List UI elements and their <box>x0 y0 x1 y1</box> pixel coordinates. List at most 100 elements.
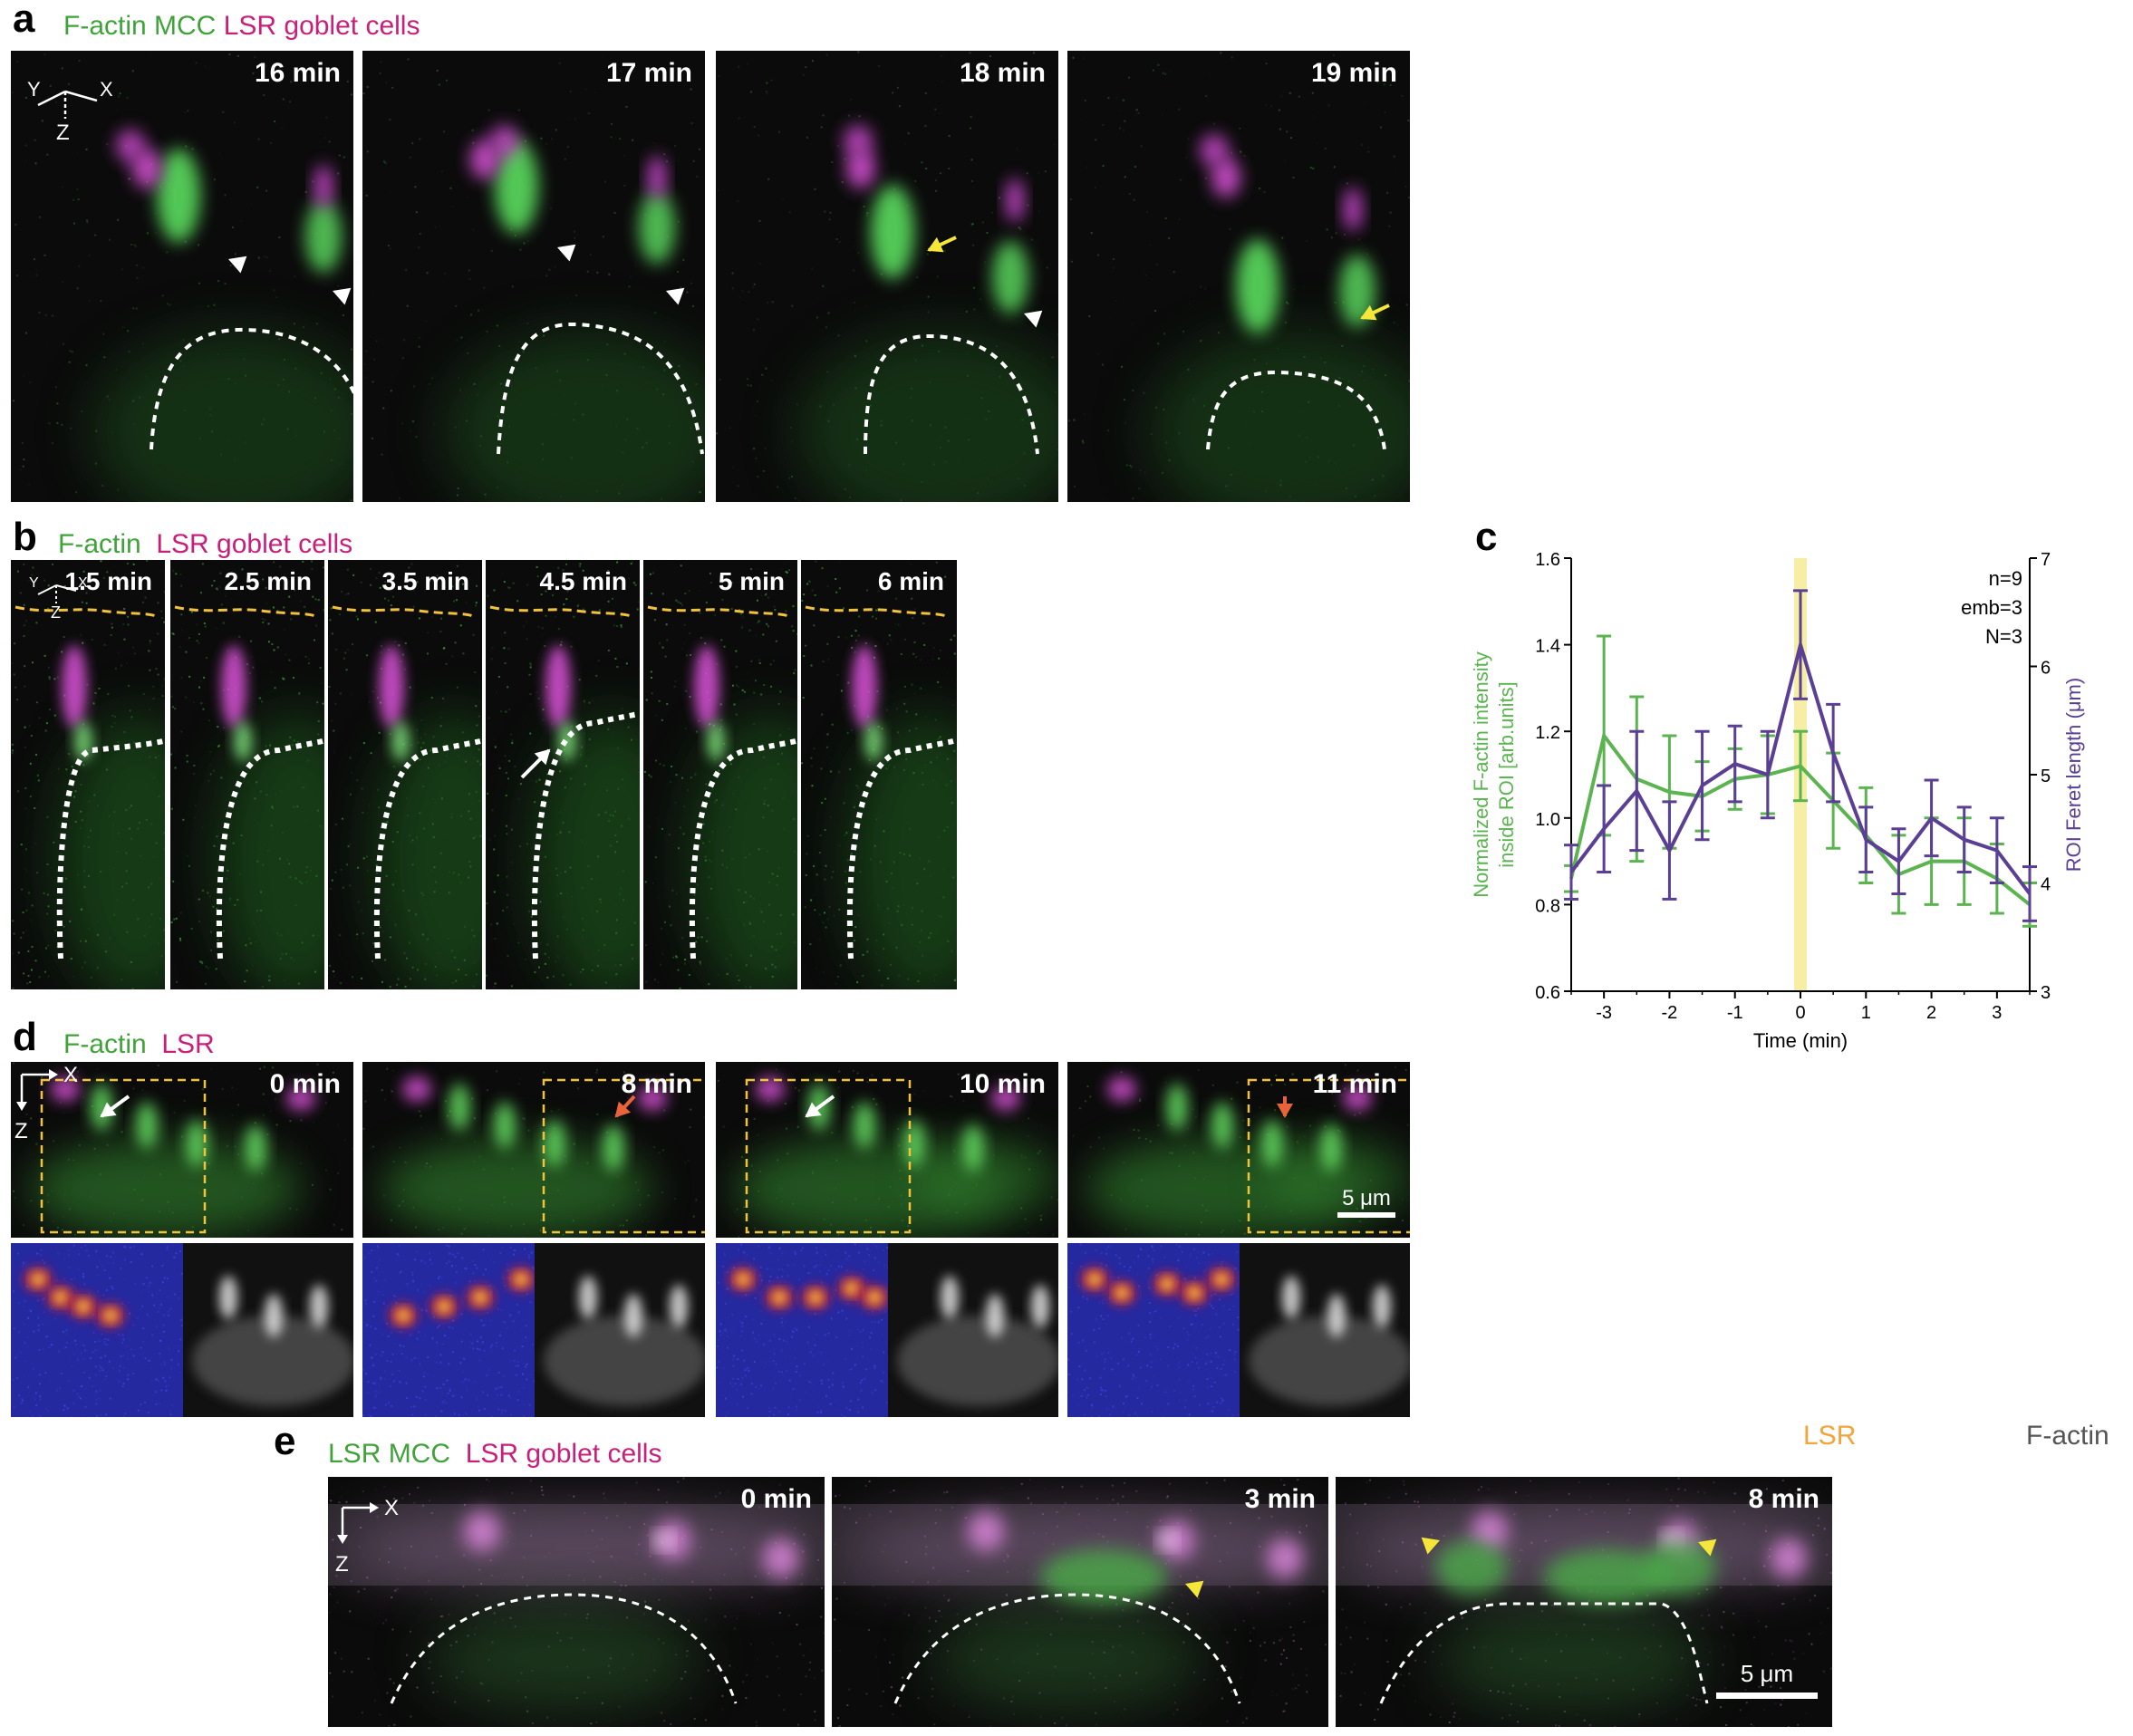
lsr-heatmap-peak <box>1161 1278 1173 1290</box>
cell-body-green <box>797 332 1058 502</box>
lsr-goblet-signal <box>490 125 519 158</box>
cell-outline-dashed <box>689 738 796 960</box>
factin-gray-protrusion <box>219 1276 237 1319</box>
legend-lsr-goblet: LSR goblet cells <box>465 1439 662 1469</box>
x-axis-label: Time (min) <box>1753 1029 1848 1052</box>
lsr-heatmap-peak <box>474 1291 487 1304</box>
axis-z-label: Z <box>14 1119 28 1143</box>
lsr-goblet-signal <box>1771 1538 1807 1578</box>
errorbar-1 <box>2022 865 2037 922</box>
time-stamp: 8 min <box>621 1069 692 1099</box>
cell-outline-dashed <box>56 738 164 960</box>
factin-protrusion <box>495 140 538 234</box>
errorbar-1 <box>1924 778 1939 858</box>
factin-protrusion <box>962 1124 984 1172</box>
epithelium-band <box>841 1509 1328 1590</box>
roi-box <box>542 1078 705 1234</box>
lsr-heatmap-peak <box>104 1309 117 1322</box>
xyz-axis-icon: Y X Z <box>27 78 113 145</box>
errorbar-1 <box>1629 729 1645 853</box>
factin-protrusion <box>1166 1084 1188 1131</box>
lsr-goblet-signal <box>314 165 333 208</box>
factin-gray-body <box>897 1316 1058 1406</box>
axis-y-label: Y <box>27 78 41 101</box>
time-stamp: 6 min <box>877 567 944 595</box>
factin-gray-protrusion <box>310 1285 328 1328</box>
y-tick-label: 0.8 <box>1535 896 1560 916</box>
errorbar-1 <box>1858 805 1874 874</box>
lsr-heatmap-peak <box>77 1300 90 1313</box>
factin-gray-protrusion <box>1327 1294 1346 1337</box>
factin-protrusion <box>234 721 252 761</box>
time-stamp: 0 min <box>269 1069 341 1099</box>
factin-protrusion <box>992 241 1028 313</box>
xz-axis-icon: XZ <box>335 1496 399 1577</box>
factin-protrusion <box>1211 1102 1233 1149</box>
axis-x-label: X <box>100 78 113 101</box>
y-axis-label-left: Normalized F-actin intensity inside ROI [… <box>1470 651 1518 897</box>
cell-outline-dashed <box>531 711 639 960</box>
panel-b-image-0: Y X Z 1.5 min <box>11 560 165 989</box>
feret-intensity-chart: 0.6 0.8 1.0 1.2 1.4 1.6 3 4 5 6 7 -3 -2 -1 0 1 2 3 Time (m… <box>1470 550 2085 1052</box>
cell-outline-dashed <box>1379 1602 1709 1704</box>
factin-protrusion <box>1320 1124 1342 1172</box>
lsr-goblet-signal <box>1006 178 1024 222</box>
arrow-orange <box>614 1095 636 1118</box>
factin-protrusion <box>74 721 92 761</box>
factin-protrusion <box>245 1124 266 1172</box>
cell-body-green <box>915 1139 1058 1220</box>
factin-protrusion <box>494 1102 516 1149</box>
lsr-goblet-signal <box>1267 1538 1303 1578</box>
cell-body-green <box>689 714 797 989</box>
y-right-tick-label: 7 <box>2041 550 2051 570</box>
time-stamp: 3 min <box>1244 1484 1316 1514</box>
panel-a-legend: F-actin MCC LSR goblet cells <box>63 11 420 42</box>
lsr-mcc-signal <box>1644 1540 1716 1595</box>
errorbar-1 <box>1760 729 1775 820</box>
apical-surface-dashed <box>647 605 789 618</box>
lsr-goblet-signal <box>844 125 873 158</box>
axis-y-label: Y <box>29 575 39 591</box>
arrowhead-white <box>1024 310 1043 328</box>
lsr-heatmap-peak <box>1088 1273 1101 1286</box>
factin-protrusion <box>391 721 410 761</box>
y-right-tick-label: 5 <box>2041 767 2051 786</box>
lsr-heatmap-peak <box>773 1291 786 1304</box>
legend-lsr-goblet: LSR goblet cells <box>156 529 353 559</box>
cell-outline-dashed <box>846 738 954 960</box>
factin-gray-protrusion <box>579 1276 597 1319</box>
label-lsr-heatmap: LSR <box>1803 1421 1857 1451</box>
factin-protrusion <box>1236 239 1279 333</box>
factin-protrusion <box>1261 1120 1283 1167</box>
lsr-signal <box>991 1085 1020 1111</box>
scale-bar-label: 5 μm <box>1741 1660 1793 1687</box>
x-tick-label: 0 <box>1795 1003 1805 1023</box>
errorbar-1 <box>1891 827 1906 895</box>
panel-label-a: a <box>13 0 35 41</box>
lsr-goblet-signal <box>1200 134 1229 167</box>
factin-protrusion <box>707 721 725 761</box>
y-tick-label: 1.0 <box>1535 810 1560 830</box>
lsr-signal <box>286 1085 315 1111</box>
factin-protrusion <box>639 191 675 264</box>
panel-b-image-1: 2.5 min <box>170 560 324 989</box>
legend-factin: F-actin <box>58 529 141 559</box>
axis-z-label: Z <box>335 1552 349 1577</box>
scale-bar: 5 μm <box>1337 1186 1395 1218</box>
cell-body-green <box>428 1604 700 1712</box>
factin-protrusion <box>186 1120 208 1167</box>
arrowhead-yellow <box>1698 1538 1717 1557</box>
lsr-goblet-signal <box>1344 188 1362 231</box>
factin-protrusion <box>903 1120 925 1167</box>
cell-outline-dashed <box>373 738 481 960</box>
lsr-goblet-signal <box>1211 158 1240 198</box>
errorbar-1 <box>1694 729 1710 842</box>
factin-protrusion <box>864 721 883 761</box>
lsr-heatmap-peak <box>515 1273 527 1286</box>
xyz-axis-icon: Y X Z <box>29 575 88 622</box>
axis-x-label: X <box>78 575 88 591</box>
arrowhead-yellow <box>1185 1580 1204 1598</box>
time-stamp: 0 min <box>740 1484 812 1514</box>
